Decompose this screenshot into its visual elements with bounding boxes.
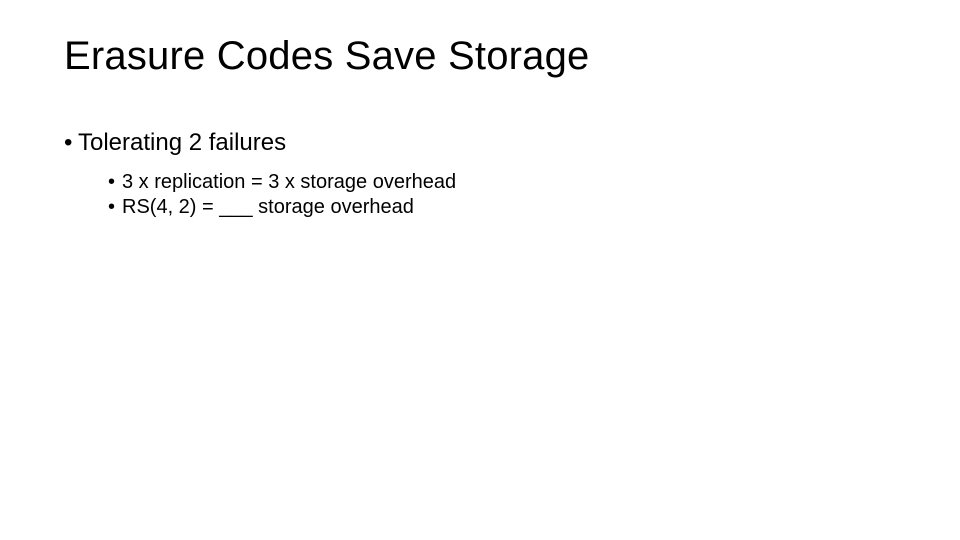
bullet-level2-item: •RS(4, 2) = ___ storage overhead bbox=[108, 196, 414, 219]
bullet-marker: • bbox=[108, 196, 122, 219]
bullet-level2-item: •3 x replication = 3 x storage overhead bbox=[108, 171, 456, 194]
bullet-text: 3 x replication = 3 x storage overhead bbox=[122, 171, 456, 193]
bullet-level1-item: •Tolerating 2 failures bbox=[64, 129, 286, 157]
bullet-text: RS(4, 2) = ___ storage overhead bbox=[122, 196, 414, 218]
bullet-text: Tolerating 2 failures bbox=[78, 129, 286, 156]
bullet-marker: • bbox=[108, 171, 122, 194]
bullet-marker: • bbox=[64, 129, 78, 157]
slide-title: Erasure Codes Save Storage bbox=[64, 34, 590, 79]
slide: Erasure Codes Save Storage •Tolerating 2… bbox=[0, 0, 960, 540]
